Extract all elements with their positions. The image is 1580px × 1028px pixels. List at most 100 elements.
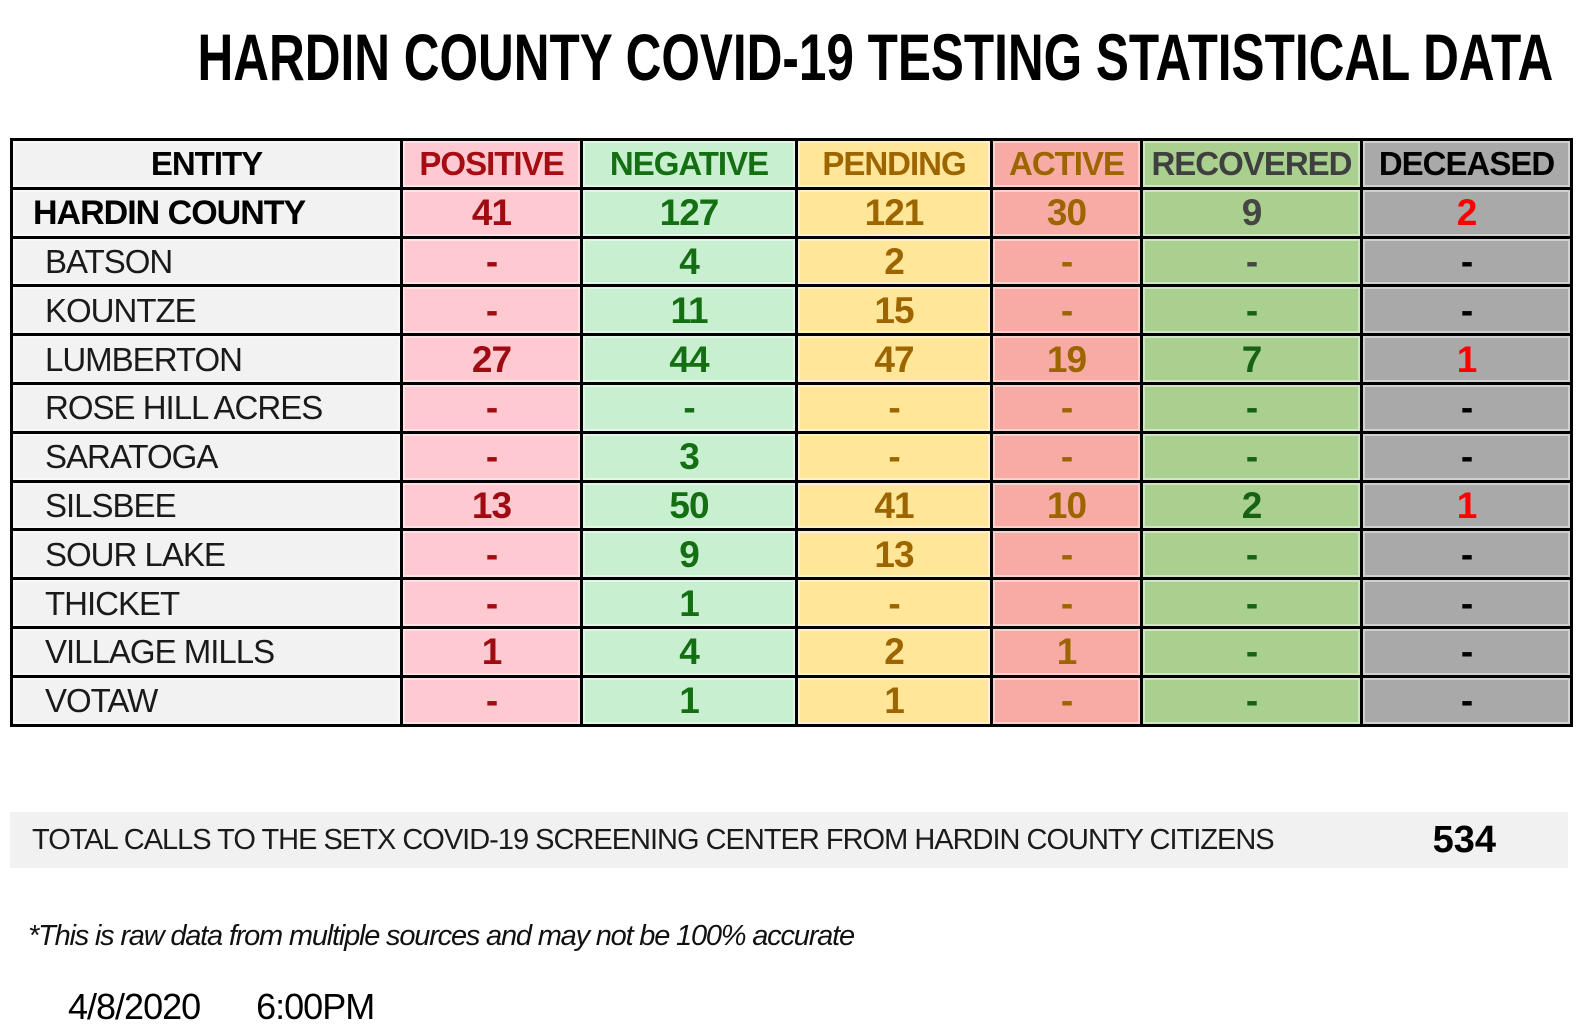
table-row: ROSE HILL ACRES - - - - - - [10, 381, 1573, 434]
cell-positive: - [400, 284, 583, 337]
cell-deceased: 2 [1360, 186, 1573, 239]
cell-recovered: - [1140, 625, 1363, 678]
cell-positive: 27 [400, 333, 583, 385]
cell-deceased: - [1360, 284, 1573, 337]
cell-positive: - [400, 528, 583, 581]
cell-negative: 4 [580, 625, 798, 678]
table-row: KOUNTZE -11 15- - - [10, 284, 1573, 337]
cell-pending: 41 [795, 479, 993, 532]
cell-negative: 11 [580, 284, 798, 337]
cell-active: - [990, 381, 1143, 434]
cell-pending: 47 [795, 333, 993, 385]
cell-active: 1 [990, 625, 1143, 678]
cell-entity: BATSON [10, 235, 403, 288]
cell-deceased: - [1360, 577, 1573, 629]
cell-negative: 127 [580, 186, 798, 239]
table-row: THICKET -1- - - - [10, 577, 1573, 629]
cell-negative: 1 [580, 577, 798, 629]
cell-positive: - [400, 381, 583, 434]
cell-active: 30 [990, 186, 1143, 239]
cell-active: - [990, 577, 1143, 629]
cell-recovered: 9 [1140, 186, 1363, 239]
cell-pending: 121 [795, 186, 993, 239]
cell-recovered: - [1140, 674, 1363, 727]
cell-recovered: - [1140, 430, 1363, 483]
cell-positive: 1 [400, 625, 583, 678]
cell-entity: LUMBERTON [10, 333, 403, 385]
cell-deceased: - [1360, 625, 1573, 678]
cell-positive: - [400, 577, 583, 629]
table-row: SOUR LAKE -9 13- - - [10, 528, 1573, 581]
cell-deceased: - [1360, 381, 1573, 434]
dateline: 4/8/2020 6:00PM [68, 986, 375, 1028]
cell-active: - [990, 235, 1143, 288]
footnote: *This is raw data from multiple sources … [28, 920, 855, 952]
summary-value: 534 [1432, 818, 1496, 861]
header-pending: PENDING [795, 138, 993, 190]
cell-positive: 41 [400, 186, 583, 239]
table-row: VILLAGE MILLS 1 4 2 1- - [10, 625, 1573, 678]
cell-deceased: - [1360, 528, 1573, 581]
table-row: SARATOGA -3- - - - [10, 430, 1573, 483]
table-row: VOTAW -1 1- - - [10, 674, 1573, 727]
cell-recovered: 7 [1140, 333, 1363, 385]
cell-negative: 4 [580, 235, 798, 288]
page-title: HARDIN COUNTY COVID-19 TESTING STATISTIC… [197, 20, 1554, 94]
summary-bar: TOTAL CALLS TO THE SETX COVID-19 SCREENI… [10, 812, 1568, 868]
date-text: 4/8/2020 [68, 986, 201, 1027]
cell-entity: ROSE HILL ACRES [10, 381, 403, 434]
cell-pending: - [795, 430, 993, 483]
cell-positive: 13 [400, 479, 583, 532]
cell-entity: SARATOGA [10, 430, 403, 483]
cell-pending: 2 [795, 625, 993, 678]
header-negative: NEGATIVE [580, 138, 798, 190]
cell-recovered: - [1140, 284, 1363, 337]
cell-negative: 3 [580, 430, 798, 483]
cell-pending: 2 [795, 235, 993, 288]
cell-positive: - [400, 430, 583, 483]
cell-deceased: - [1360, 235, 1573, 288]
cell-recovered: - [1140, 528, 1363, 581]
cell-pending: - [795, 577, 993, 629]
cell-entity: VILLAGE MILLS [10, 625, 403, 678]
cell-positive: - [400, 235, 583, 288]
cell-pending: - [795, 381, 993, 434]
cell-entity: KOUNTZE [10, 284, 403, 337]
cell-active: - [990, 674, 1143, 727]
cell-positive: - [400, 674, 583, 727]
cell-deceased: - [1360, 674, 1573, 727]
cell-entity: HARDIN COUNTY [10, 186, 403, 239]
table-row: BATSON -4 2- - - [10, 235, 1573, 288]
header-positive: POSITIVE [400, 138, 583, 190]
cell-negative: 50 [580, 479, 798, 532]
cell-active: - [990, 430, 1143, 483]
table-row: LUMBERTON 27 44 47 19 7 1 [10, 333, 1573, 385]
cell-recovered: - [1140, 577, 1363, 629]
table-row: HARDIN COUNTY 41 127 121 30 9 2 [10, 186, 1573, 239]
table-row: SILSBEE 13 50 41 10 2 1 [10, 479, 1573, 532]
cell-pending: 13 [795, 528, 993, 581]
cell-negative: - [580, 381, 798, 434]
header-entity: ENTITY [10, 138, 403, 190]
header-deceased: DECEASED [1360, 138, 1573, 190]
header-row: ENTITY POSITIVE NEGATIVE PENDING ACTIVE RECOV… [10, 138, 1573, 190]
cell-negative: 9 [580, 528, 798, 581]
cell-negative: 1 [580, 674, 798, 727]
header-recovered: RECOVERED [1140, 138, 1363, 190]
cell-active: - [990, 528, 1143, 581]
cell-recovered: - [1140, 381, 1363, 434]
time-text: 6:00PM [256, 986, 375, 1027]
cell-deceased: - [1360, 430, 1573, 483]
cell-entity: SOUR LAKE [10, 528, 403, 581]
cell-negative: 44 [580, 333, 798, 385]
covid-table: ENTITY POSITIVE NEGATIVE PENDING ACTIVE RECOV… [10, 138, 1573, 727]
cell-pending: 1 [795, 674, 993, 727]
cell-active: 19 [990, 333, 1143, 385]
cell-deceased: 1 [1360, 333, 1573, 385]
cell-entity: THICKET [10, 577, 403, 629]
cell-active: 10 [990, 479, 1143, 532]
table-body: HARDIN COUNTY 41 127 121 30 9 2 BATSON -4 2- - - KOU… [10, 186, 1573, 727]
cell-active: - [990, 284, 1143, 337]
cell-entity: VOTAW [10, 674, 403, 727]
header-active: ACTIVE [990, 138, 1143, 190]
